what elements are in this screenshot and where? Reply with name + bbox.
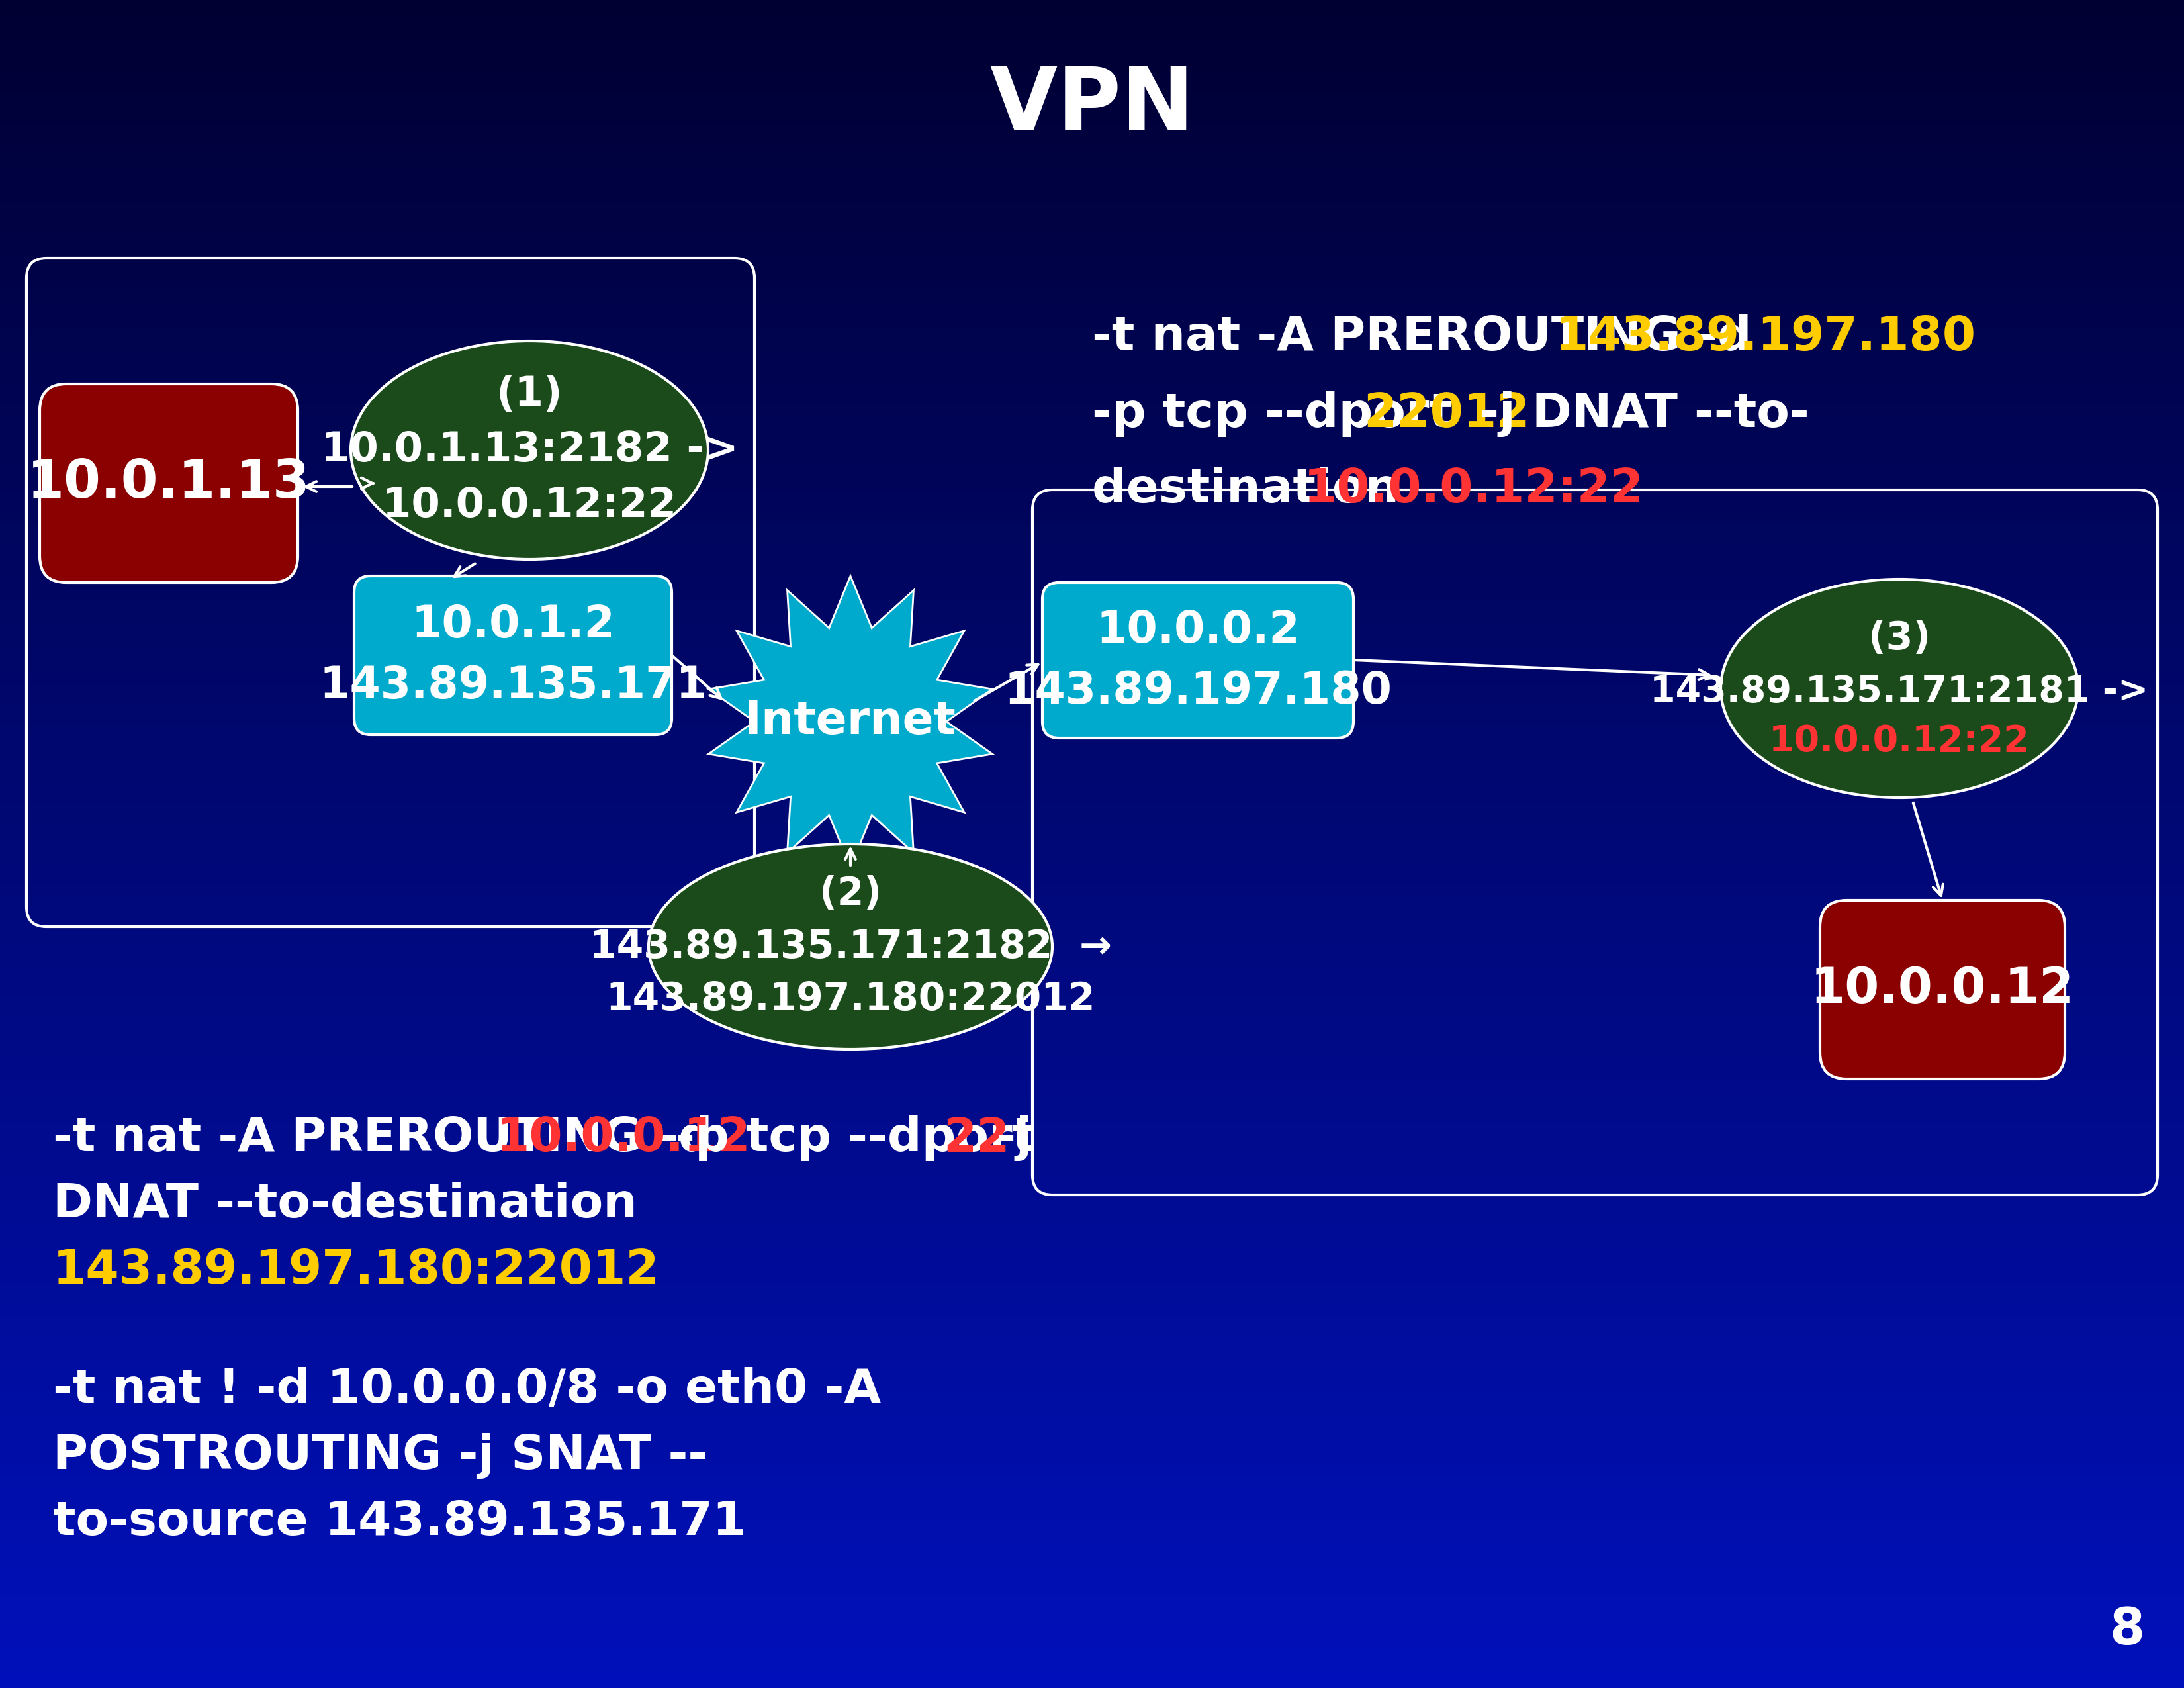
Text: -j: -j xyxy=(978,1116,1033,1161)
Bar xyxy=(0,76,2184,84)
Bar xyxy=(0,1139,2184,1148)
Bar xyxy=(0,726,2184,734)
Bar xyxy=(0,1578,2184,1587)
Bar xyxy=(0,1241,2184,1249)
Bar xyxy=(0,928,2184,937)
Bar xyxy=(0,1182,2184,1190)
Bar xyxy=(0,1637,2184,1646)
Bar xyxy=(0,608,2184,616)
Bar xyxy=(0,397,2184,405)
Bar xyxy=(0,878,2184,886)
Bar xyxy=(0,979,2184,987)
Text: 143.89.135.171:2181 ->: 143.89.135.171:2181 -> xyxy=(1651,674,2149,709)
Bar xyxy=(0,1342,2184,1350)
Bar xyxy=(0,793,2184,802)
Bar xyxy=(0,405,2184,414)
Bar xyxy=(0,118,2184,127)
Bar xyxy=(0,701,2184,709)
Text: (2)
143.89.135.171:2182  →
143.89.197.180:22012: (2) 143.89.135.171:2182 → 143.89.197.180… xyxy=(590,874,1112,1018)
Text: 10.0.0.12: 10.0.0.12 xyxy=(496,1116,751,1161)
Bar xyxy=(0,169,2184,177)
Bar xyxy=(0,160,2184,169)
Bar xyxy=(0,895,2184,903)
Bar xyxy=(0,1173,2184,1182)
Bar xyxy=(0,42,2184,51)
Bar xyxy=(0,1165,2184,1173)
Bar xyxy=(0,1156,2184,1165)
Bar xyxy=(0,1030,2184,1038)
Bar xyxy=(0,692,2184,701)
Bar xyxy=(0,1283,2184,1291)
Bar xyxy=(0,1148,2184,1156)
Bar xyxy=(0,1055,2184,1063)
Bar xyxy=(0,84,2184,93)
Bar xyxy=(0,1021,2184,1030)
Bar xyxy=(0,354,2184,363)
Bar xyxy=(0,473,2184,481)
Bar xyxy=(0,59,2184,68)
Bar xyxy=(0,245,2184,253)
Bar xyxy=(0,68,2184,76)
Text: DNAT --to-destination: DNAT --to-destination xyxy=(52,1182,638,1227)
Bar xyxy=(0,1190,2184,1198)
Text: 10.0.0.12:22: 10.0.0.12:22 xyxy=(1304,468,1645,513)
Bar xyxy=(0,1401,2184,1409)
Bar xyxy=(0,810,2184,819)
Bar xyxy=(0,430,2184,439)
Bar xyxy=(0,861,2184,869)
Bar xyxy=(0,17,2184,25)
Bar xyxy=(0,776,2184,785)
Bar xyxy=(0,1097,2184,1106)
Bar xyxy=(0,414,2184,422)
FancyBboxPatch shape xyxy=(1819,900,2064,1079)
Bar xyxy=(0,1350,2184,1359)
Bar xyxy=(0,1553,2184,1561)
Bar xyxy=(0,625,2184,633)
Bar xyxy=(0,549,2184,557)
FancyBboxPatch shape xyxy=(39,383,297,582)
Bar xyxy=(0,447,2184,456)
Bar xyxy=(0,1620,2184,1629)
Bar xyxy=(0,641,2184,650)
Bar xyxy=(0,1511,2184,1519)
Bar xyxy=(0,279,2184,287)
Ellipse shape xyxy=(649,844,1053,1050)
Bar xyxy=(0,1072,2184,1080)
Bar xyxy=(0,971,2184,979)
Bar xyxy=(0,633,2184,641)
Bar xyxy=(0,152,2184,160)
Bar xyxy=(0,262,2184,270)
Bar xyxy=(0,1114,2184,1123)
Bar xyxy=(0,1300,2184,1308)
Bar xyxy=(0,1325,2184,1334)
Bar xyxy=(0,253,2184,262)
Bar xyxy=(0,920,2184,928)
Bar xyxy=(0,346,2184,354)
Bar xyxy=(0,819,2184,827)
Bar xyxy=(0,751,2184,760)
Bar xyxy=(0,388,2184,397)
Bar xyxy=(0,1561,2184,1570)
Bar xyxy=(0,456,2184,464)
Bar xyxy=(0,1131,2184,1139)
Bar xyxy=(0,110,2184,118)
Bar xyxy=(0,1215,2184,1224)
Bar xyxy=(0,658,2184,667)
Bar xyxy=(0,498,2184,506)
Bar xyxy=(0,1545,2184,1553)
FancyBboxPatch shape xyxy=(1042,582,1354,738)
Bar xyxy=(0,768,2184,776)
Text: Internet: Internet xyxy=(745,699,957,744)
Bar xyxy=(0,1418,2184,1426)
Text: POSTROUTING -j SNAT --: POSTROUTING -j SNAT -- xyxy=(52,1433,708,1479)
Bar xyxy=(0,1409,2184,1418)
Bar xyxy=(0,540,2184,549)
Bar xyxy=(0,565,2184,574)
Text: (1)
10.0.1.13:2182 ->
10.0.0.12:22: (1) 10.0.1.13:2182 -> 10.0.0.12:22 xyxy=(321,375,738,525)
Bar xyxy=(0,34,2184,42)
Bar xyxy=(0,903,2184,912)
Bar xyxy=(0,1612,2184,1620)
Bar xyxy=(0,177,2184,186)
Bar xyxy=(0,785,2184,793)
Ellipse shape xyxy=(352,341,708,559)
